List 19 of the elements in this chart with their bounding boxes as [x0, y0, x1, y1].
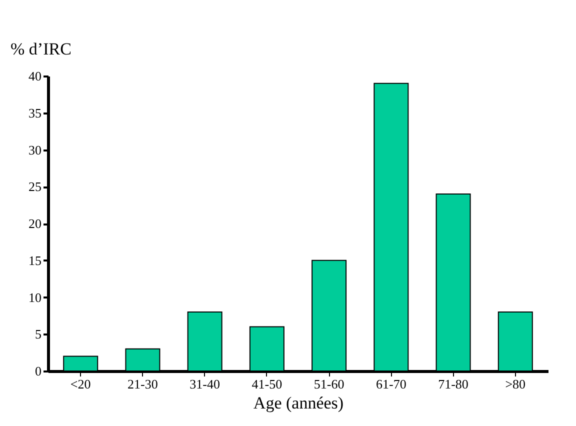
- x-tick-label: <20: [70, 376, 91, 392]
- y-tick-label: 40: [28, 68, 42, 84]
- x-tick-label: 31-40: [190, 376, 220, 392]
- y-tick-label: 15: [28, 252, 42, 268]
- x-tick-label: 21-30: [128, 376, 158, 392]
- y-tick-label: 20: [28, 216, 42, 231]
- x-tick-label: 71-80: [438, 376, 468, 392]
- y-tick-label: 25: [28, 179, 42, 194]
- y-tick-label: 5: [35, 326, 42, 342]
- x-tick-label: >80: [505, 376, 526, 392]
- x-axis-title: Age (années): [253, 394, 344, 412]
- y-tick-label: 35: [28, 105, 42, 120]
- y-tick-label: 30: [28, 142, 42, 158]
- x-tick-label: 61-70: [376, 376, 406, 392]
- y-tick-label: 0: [35, 364, 42, 378]
- x-tick-label: 51-60: [314, 376, 344, 392]
- y-tick-label: 10: [28, 290, 42, 305]
- x-tick-label: 41-50: [252, 376, 282, 392]
- y-axis-title: % d’IRC: [10, 40, 72, 58]
